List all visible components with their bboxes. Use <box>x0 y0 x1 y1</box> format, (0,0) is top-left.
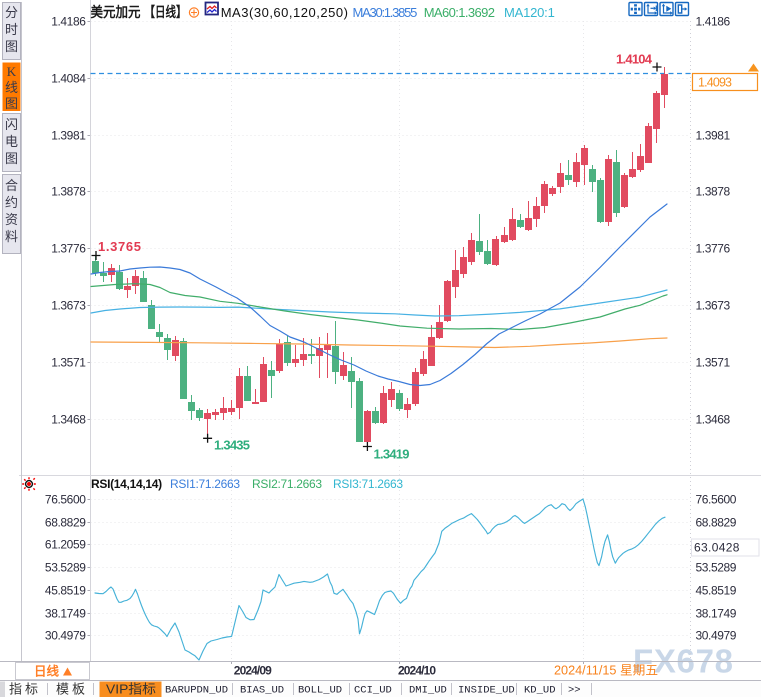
svg-text:1.4093: 1.4093 <box>698 76 732 90</box>
svg-text:30.4979: 30.4979 <box>45 629 86 643</box>
svg-text:料: 料 <box>5 229 18 244</box>
svg-text:1.3776: 1.3776 <box>51 242 86 256</box>
svg-text:53.5289: 53.5289 <box>696 561 737 575</box>
svg-text:1.3468: 1.3468 <box>696 413 731 427</box>
svg-text:【日线】: 【日线】 <box>145 4 187 20</box>
svg-text:38.1749: 38.1749 <box>696 607 737 621</box>
svg-text:1.3981: 1.3981 <box>51 129 86 143</box>
svg-text:RSI2:71.2663: RSI2:71.2663 <box>252 477 322 491</box>
svg-text:1.3571: 1.3571 <box>696 356 731 370</box>
svg-text:MA30:1.3855: MA30:1.3855 <box>353 5 418 20</box>
svg-text:1.3776: 1.3776 <box>696 242 731 256</box>
svg-text:分: 分 <box>5 5 18 20</box>
svg-text:MA3(30,60,120,250): MA3(30,60,120,250) <box>221 5 348 20</box>
svg-text:2024/09: 2024/09 <box>234 664 272 678</box>
svg-text:RSI1:71.2663: RSI1:71.2663 <box>170 477 240 491</box>
svg-text:2024/11/15 星期五: 2024/11/15 星期五 <box>554 664 658 678</box>
svg-text:MA60:1.3692: MA60:1.3692 <box>424 5 495 20</box>
svg-text:INSIDE_UD: INSIDE_UD <box>458 685 515 697</box>
svg-text:CCI_UD: CCI_UD <box>354 685 392 697</box>
svg-text:63.0428: 63.0428 <box>694 541 740 555</box>
svg-text:61.2059: 61.2059 <box>45 538 86 552</box>
svg-text:76.5600: 76.5600 <box>696 493 737 507</box>
svg-text:45.8519: 45.8519 <box>45 584 86 598</box>
svg-text:图: 图 <box>5 39 18 54</box>
svg-text:1.3878: 1.3878 <box>696 185 731 199</box>
svg-text:美元加元: 美元加元 <box>91 4 141 20</box>
svg-text:时: 时 <box>5 22 18 37</box>
svg-text:图: 图 <box>5 151 18 166</box>
svg-text:BARUPDN_UD: BARUPDN_UD <box>165 685 228 697</box>
svg-text:约: 约 <box>5 195 18 210</box>
svg-text:MA120:1: MA120:1 <box>504 5 555 20</box>
svg-text:68.8829: 68.8829 <box>45 516 86 530</box>
svg-text:电: 电 <box>5 134 18 149</box>
svg-text:1.3571: 1.3571 <box>51 356 86 370</box>
svg-text:BOLL_UD: BOLL_UD <box>298 685 342 697</box>
svg-text:38.1749: 38.1749 <box>45 607 86 621</box>
svg-text:2024/10: 2024/10 <box>398 664 436 678</box>
svg-text:1.4186: 1.4186 <box>51 15 86 29</box>
svg-text:KD_UD: KD_UD <box>524 685 556 697</box>
svg-text:76.5600: 76.5600 <box>45 493 86 507</box>
svg-text:VIP指标: VIP指标 <box>106 682 156 697</box>
svg-text:资: 资 <box>5 212 18 227</box>
svg-text:45.8519: 45.8519 <box>696 584 737 598</box>
svg-text:闪: 闪 <box>5 117 18 132</box>
svg-text:K: K <box>7 64 17 79</box>
svg-text:DMI_UD: DMI_UD <box>409 685 447 697</box>
svg-text:1.4104: 1.4104 <box>616 52 653 67</box>
svg-text:1.3765: 1.3765 <box>98 239 141 254</box>
svg-text:1.3673: 1.3673 <box>51 299 86 313</box>
svg-text:线: 线 <box>5 80 18 95</box>
svg-text:>>: >> <box>568 685 581 697</box>
svg-text:68.8829: 68.8829 <box>696 516 737 530</box>
svg-text:1.3981: 1.3981 <box>696 129 731 143</box>
svg-text:1.3673: 1.3673 <box>696 299 731 313</box>
svg-text:图: 图 <box>5 96 18 111</box>
svg-text:RSI3:71.2663: RSI3:71.2663 <box>333 477 403 491</box>
svg-text:RSI(14,14,14): RSI(14,14,14) <box>91 477 162 491</box>
svg-text:1.4186: 1.4186 <box>696 15 731 29</box>
svg-text:日线: 日线 <box>34 664 60 679</box>
svg-text:1.3878: 1.3878 <box>51 185 86 199</box>
svg-text:BIAS_UD: BIAS_UD <box>240 685 284 697</box>
svg-text:1.3419: 1.3419 <box>374 447 410 462</box>
svg-text:1.4084: 1.4084 <box>51 72 86 86</box>
svg-text:30.4979: 30.4979 <box>696 629 737 643</box>
svg-text:合: 合 <box>5 178 18 193</box>
svg-text:53.5289: 53.5289 <box>45 561 86 575</box>
svg-text:1.3435: 1.3435 <box>214 438 250 453</box>
svg-text:1.3468: 1.3468 <box>51 413 86 427</box>
